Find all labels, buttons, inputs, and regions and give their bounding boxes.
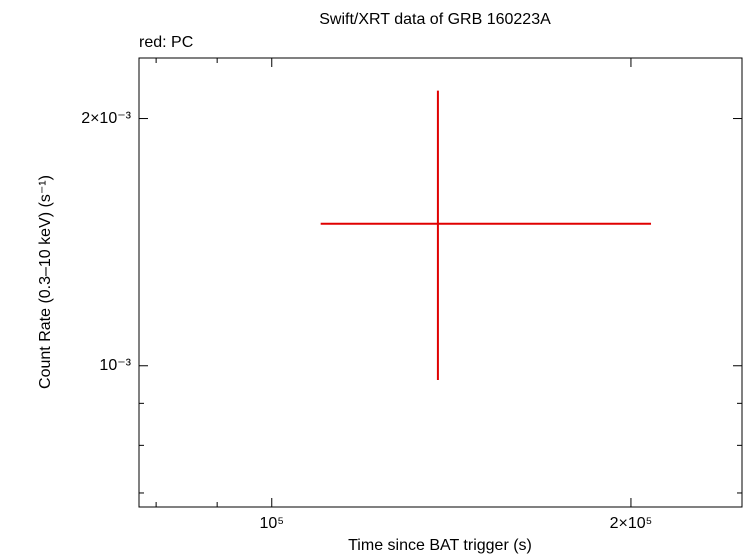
y-axis-label: Count Rate (0.3–10 keV) (s⁻¹) (37, 175, 54, 389)
chart-subtitle: red: PC (139, 34, 193, 51)
plot-frame (138, 57, 743, 508)
x-tick-label: 2×10⁵ (610, 515, 653, 532)
x-tick-label: 10⁵ (260, 515, 284, 532)
chart-title: Swift/XRT data of GRB 160223A (319, 11, 551, 28)
y-tick-label: 2×10⁻³ (81, 110, 131, 127)
x-axis-label: Time since BAT trigger (s) (348, 537, 532, 554)
y-tick-label: 10⁻³ (99, 357, 131, 374)
